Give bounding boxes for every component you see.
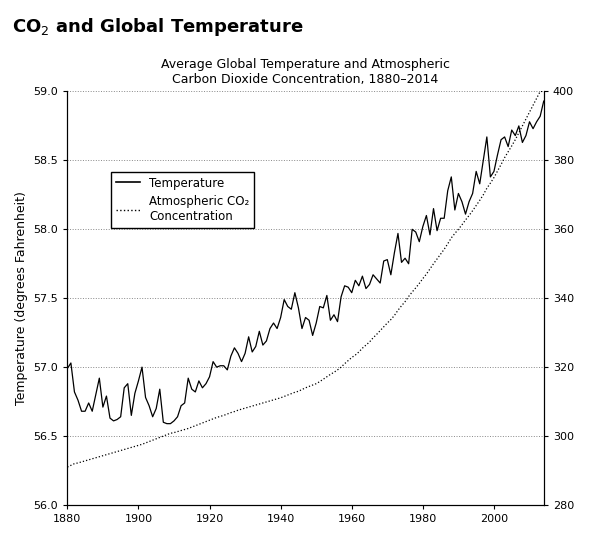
Legend: Temperature, Atmospheric CO₂
Concentration: Temperature, Atmospheric CO₂ Concentrati… xyxy=(111,172,254,228)
Title: Average Global Temperature and Atmospheric
Carbon Dioxide Concentration, 1880–20: Average Global Temperature and Atmospher… xyxy=(161,58,450,86)
Y-axis label: Temperature (degrees Fahrenheit): Temperature (degrees Fahrenheit) xyxy=(15,191,28,405)
Text: CO$_2$ and Global Temperature: CO$_2$ and Global Temperature xyxy=(12,16,303,38)
